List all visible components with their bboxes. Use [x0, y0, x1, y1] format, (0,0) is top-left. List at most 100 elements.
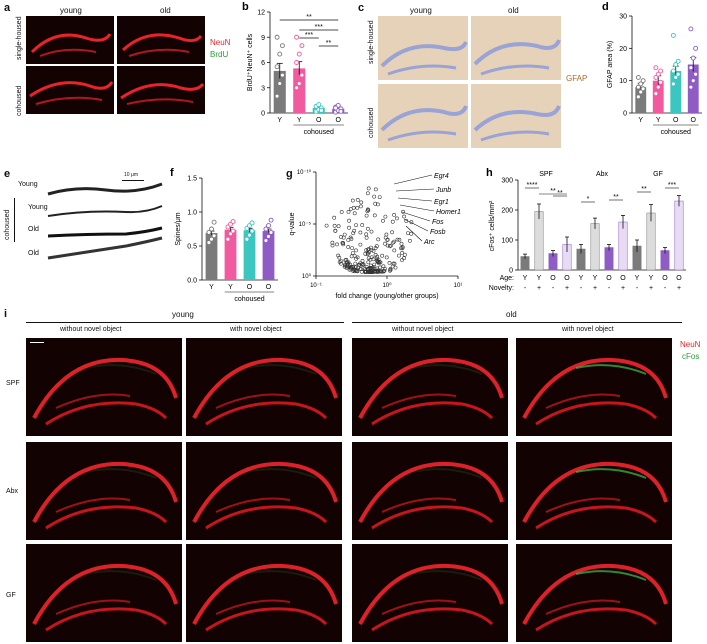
data-point — [333, 105, 339, 111]
data-point — [375, 254, 380, 259]
panel-i-young-bracket — [26, 322, 344, 323]
novelty-tick-label: + — [621, 285, 625, 292]
panel-i-image — [352, 338, 508, 436]
x-tick-label: Y — [209, 284, 214, 291]
data-point — [209, 236, 214, 242]
data-point — [263, 238, 269, 244]
y-axis-label: GFAP area (%) — [607, 41, 614, 88]
data-point — [352, 211, 357, 216]
data-point — [402, 252, 407, 257]
x-tick-label: 10⁰ — [382, 282, 392, 289]
x-tick-label: Y — [277, 117, 282, 124]
novelty-tick-label: + — [537, 285, 541, 292]
age-tick-label: Y — [649, 275, 654, 282]
panel-e-bracket-label: cohoused — [4, 209, 11, 240]
gene-label: Fosb — [430, 229, 446, 236]
data-point — [347, 225, 352, 230]
data-point — [341, 242, 346, 247]
data-point — [382, 268, 387, 273]
data-point — [690, 55, 696, 61]
data-point — [350, 251, 355, 256]
data-point — [332, 215, 337, 220]
panel-i-old-bracket — [352, 322, 682, 323]
y-tick-label: 100 — [501, 238, 513, 245]
data-point — [383, 214, 388, 219]
x-tick-label: O — [247, 284, 253, 291]
data-point — [673, 62, 679, 67]
panel-i-image — [516, 442, 672, 540]
data-point — [355, 206, 360, 210]
data-point — [333, 228, 338, 233]
panel-i-marker-cfos: cFos — [682, 352, 700, 361]
panel-i-image — [352, 442, 508, 540]
novelty-tick-label: + — [649, 285, 653, 292]
data-point — [339, 235, 343, 239]
novelty-tick-label: - — [664, 285, 667, 292]
panel-g-chart: 10⁻¹ 10⁰ 10¹ 10⁰ 10⁻⁵ 10⁻¹⁰ fold change (young… — [289, 169, 462, 300]
data-point — [346, 210, 351, 214]
data-point — [399, 241, 404, 246]
significance-stars: ** — [326, 40, 332, 47]
data-point — [385, 238, 390, 242]
data-point — [366, 260, 371, 265]
data-point — [385, 243, 390, 248]
data-point — [373, 201, 378, 206]
data-point — [279, 43, 285, 49]
data-point — [369, 229, 374, 234]
y-tick-label: 30 — [619, 14, 627, 21]
data-point — [230, 219, 236, 224]
novelty-row-label: Novelty: — [489, 285, 514, 292]
x-tick-label: O — [673, 117, 679, 124]
data-point — [296, 51, 302, 57]
data-point — [658, 79, 664, 85]
group-label: GF — [653, 171, 663, 178]
y-tick-label: 20 — [619, 46, 627, 53]
data-point — [363, 270, 367, 274]
data-point — [673, 74, 679, 80]
panel-i-cond-2: with novel object — [230, 326, 282, 333]
y-tick-label: 10 — [619, 78, 627, 85]
novelty-tick-label: - — [608, 285, 611, 292]
age-tick-label: Y — [537, 275, 542, 282]
data-point — [358, 230, 363, 235]
group-label: cohoused — [304, 129, 334, 136]
panel-g-label: g — [286, 168, 293, 180]
panel-i-image — [352, 544, 508, 642]
significance-stars: ** — [557, 190, 563, 197]
significance-stars: * — [587, 196, 590, 203]
panel-i-image — [26, 338, 182, 436]
data-point — [337, 255, 342, 260]
data-point — [359, 200, 364, 205]
data-point — [392, 213, 397, 217]
data-point — [211, 233, 217, 239]
panel-i-cond-3: without novel object — [392, 326, 454, 333]
gene-pointer — [393, 174, 433, 185]
data-point — [374, 244, 379, 249]
y-tick-label: 12 — [257, 10, 265, 17]
data-point — [330, 243, 335, 248]
x-tick-label: Y — [228, 284, 233, 291]
data-point — [658, 68, 664, 74]
panel-a-image-old-cohoused — [117, 66, 205, 114]
data-point — [230, 228, 236, 234]
data-point — [277, 51, 283, 57]
data-point — [351, 205, 356, 210]
bar — [293, 68, 306, 113]
data-point — [225, 236, 231, 242]
panel-e-scale-bar — [122, 180, 144, 181]
data-point — [360, 223, 365, 227]
y-tick-label: 0 — [623, 111, 627, 118]
significance-stars: ** — [550, 188, 556, 195]
panel-i-image — [186, 338, 342, 436]
data-point — [330, 240, 335, 245]
novelty-tick-label: - — [580, 285, 583, 292]
data-point — [274, 64, 280, 70]
age-tick-label: Y — [579, 275, 584, 282]
data-point — [401, 209, 405, 214]
x-tick-label: Y — [297, 117, 302, 124]
y-tick-label: 10⁰ — [302, 273, 312, 280]
data-point — [377, 195, 382, 200]
data-point — [316, 102, 322, 108]
